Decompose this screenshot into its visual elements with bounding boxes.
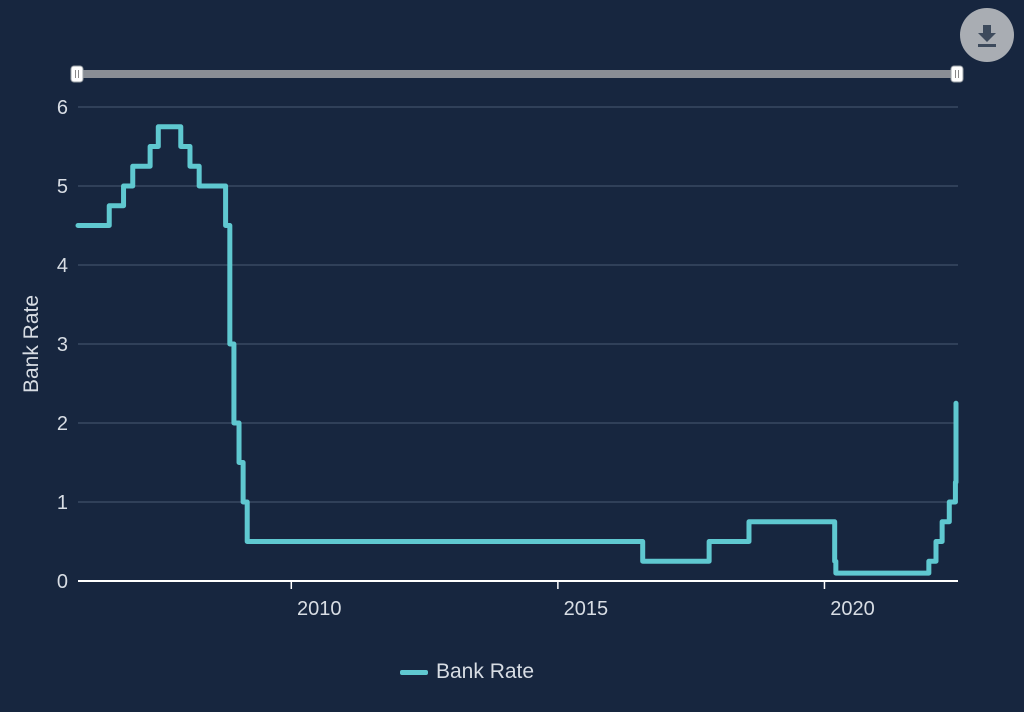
- legend-item-bank-rate[interactable]: Bank Rate: [400, 660, 534, 684]
- y-tick-label: 6: [57, 97, 68, 119]
- y-tick-label: 5: [57, 176, 68, 198]
- range-slider-handle-right[interactable]: [950, 65, 964, 83]
- y-tick-label: 4: [57, 255, 68, 277]
- x-tick-label: 2020: [830, 598, 875, 620]
- y-axis-label: Bank Rate: [20, 295, 43, 393]
- download-button[interactable]: [960, 8, 1014, 62]
- x-tick-labels: 2010 2015 2020: [290, 581, 875, 620]
- y-tick-label: 0: [57, 571, 68, 593]
- x-tick-label: 2010: [297, 598, 342, 620]
- x-tick-label: 2015: [564, 598, 609, 620]
- y-tick-label: 2: [57, 413, 68, 435]
- y-tick-label: 3: [57, 334, 68, 356]
- y-tick-labels: 0 1 2 3 4 5 6: [57, 97, 68, 593]
- y-tick-label: 1: [57, 492, 68, 514]
- legend-swatch: [400, 669, 428, 675]
- grid-lines: [78, 106, 958, 503]
- series-line-bank-rate: [75, 124, 959, 576]
- legend-label: Bank Rate: [436, 660, 535, 683]
- download-icon: [978, 25, 996, 47]
- range-slider-track[interactable]: [76, 70, 958, 78]
- range-slider[interactable]: [70, 65, 964, 83]
- range-slider-handle-left[interactable]: [70, 65, 84, 83]
